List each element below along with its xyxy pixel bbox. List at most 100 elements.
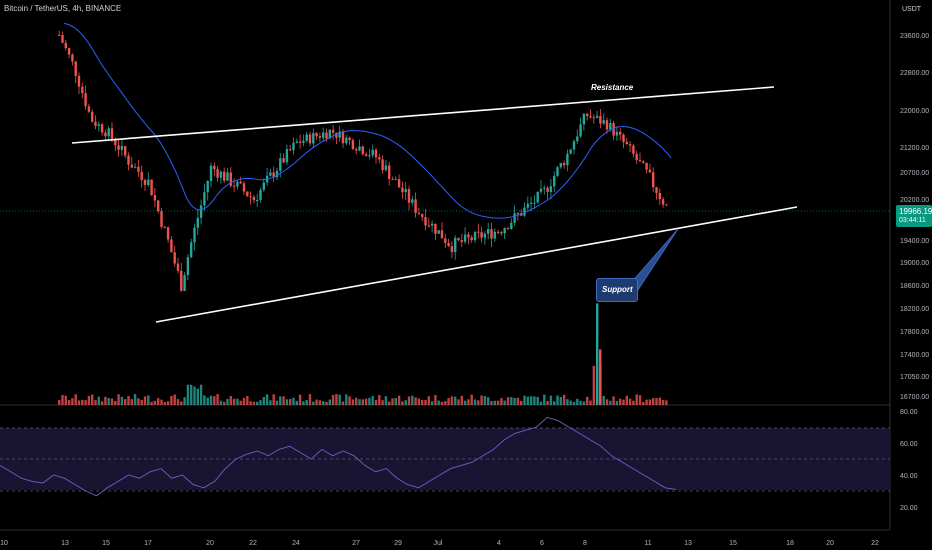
- date-axis-label: 13: [61, 540, 69, 547]
- last-price-value: 19966.19: [899, 207, 932, 216]
- candles-group: [58, 30, 668, 405]
- candle-body: [477, 231, 480, 233]
- volume-bar: [239, 400, 242, 405]
- candle-body: [483, 233, 487, 238]
- candle-body: [401, 187, 404, 193]
- candle-body: [279, 158, 282, 171]
- volume-bar: [589, 400, 592, 405]
- candle-body: [272, 172, 275, 178]
- volume-bar: [463, 400, 467, 405]
- candle-body: [536, 191, 539, 203]
- volume-bar: [628, 398, 632, 405]
- candle-body: [335, 132, 338, 138]
- volume-bar: [259, 400, 262, 405]
- volume-bar: [559, 397, 562, 405]
- volume-bar: [127, 396, 130, 405]
- date-axis-label: 18: [786, 540, 794, 547]
- candle-body: [160, 211, 163, 227]
- candle-body: [87, 106, 91, 112]
- candle-body: [384, 165, 388, 171]
- volume-bar: [437, 400, 440, 405]
- volume-bar: [157, 398, 160, 405]
- candle-body: [130, 164, 133, 168]
- volume-bar: [269, 400, 272, 405]
- candle-body: [84, 93, 87, 107]
- volume-bar: [180, 401, 183, 405]
- candle-body: [252, 196, 256, 201]
- candle-body: [209, 165, 213, 181]
- volume-bar: [117, 394, 120, 405]
- candle-body: [434, 223, 437, 234]
- volume-bar: [401, 401, 404, 405]
- candle-body: [457, 237, 460, 241]
- candle-body: [444, 238, 447, 243]
- volume-bar: [120, 396, 124, 405]
- volume-bar: [110, 398, 114, 405]
- candle-body: [249, 196, 252, 198]
- volume-bar: [199, 384, 203, 405]
- candle-body: [285, 149, 289, 163]
- candle-body: [110, 128, 114, 139]
- volume-bar: [147, 395, 150, 405]
- candle-body: [298, 141, 302, 143]
- volume-bar: [434, 395, 437, 405]
- volume-bar: [661, 399, 665, 405]
- candle-body: [454, 237, 457, 252]
- candle-body: [404, 189, 407, 193]
- candle-body: [605, 120, 609, 130]
- volume-bar: [292, 397, 295, 405]
- volume-bar: [282, 396, 285, 405]
- volume-bar: [609, 400, 612, 405]
- candle-body: [529, 202, 533, 204]
- volume-bar: [61, 394, 64, 405]
- volume-bar: [285, 399, 289, 405]
- rsi-axis-label: 20.00: [900, 505, 918, 512]
- candle-body: [282, 158, 285, 163]
- candle-body: [143, 179, 147, 185]
- date-axis-label: 29: [394, 540, 402, 547]
- candle-body: [586, 113, 589, 117]
- price-axis-label: 17800.00: [900, 329, 929, 336]
- volume-bar: [325, 401, 328, 405]
- candle-body: [223, 171, 226, 181]
- volume-bar: [368, 397, 371, 405]
- candle-body: [473, 231, 477, 241]
- candle-body: [242, 183, 246, 192]
- volume-bar: [348, 396, 351, 405]
- volume-bar: [533, 396, 536, 405]
- volume-bar: [470, 394, 473, 405]
- volume-bar: [655, 398, 658, 405]
- candle-body: [506, 228, 510, 230]
- candle-body: [411, 199, 414, 203]
- volume-bar: [523, 395, 526, 405]
- volume-bar: [104, 396, 107, 405]
- candle-body: [599, 115, 602, 124]
- candle-body: [388, 165, 391, 179]
- candle-body: [661, 199, 665, 205]
- volume-bar: [490, 401, 493, 405]
- volume-bar: [364, 398, 368, 405]
- support-callout[interactable]: Support: [596, 278, 638, 302]
- volume-bar: [335, 394, 338, 405]
- resistance-label[interactable]: Resistance: [591, 83, 634, 92]
- price-axis-label: 19400.00: [900, 238, 929, 245]
- candle-body: [447, 242, 450, 247]
- candle-body: [487, 229, 490, 234]
- candle-body: [302, 140, 305, 143]
- volume-bar: [242, 397, 246, 405]
- volume-bar: [361, 399, 364, 405]
- price-axis-label: 17400.00: [900, 352, 929, 359]
- candle-body: [609, 123, 612, 130]
- volume-bar: [493, 400, 496, 405]
- date-axis-label: 20: [206, 540, 214, 547]
- candle-body: [153, 195, 157, 201]
- volume-bar: [473, 399, 477, 405]
- volume-bar: [529, 396, 533, 405]
- candle-body: [638, 160, 642, 162]
- volume-bar: [81, 399, 84, 405]
- volume-bar: [447, 398, 450, 405]
- candle-body: [196, 217, 199, 228]
- volume-bar: [553, 401, 556, 405]
- candle-body: [71, 54, 74, 62]
